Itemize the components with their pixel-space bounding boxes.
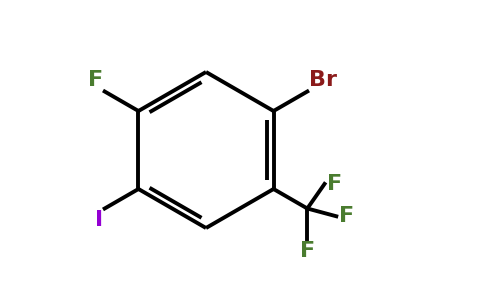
Text: F: F [327, 174, 342, 194]
Text: Br: Br [309, 70, 337, 90]
Text: F: F [88, 70, 103, 90]
Text: F: F [300, 241, 315, 261]
Text: I: I [95, 210, 103, 230]
Text: F: F [339, 206, 354, 226]
